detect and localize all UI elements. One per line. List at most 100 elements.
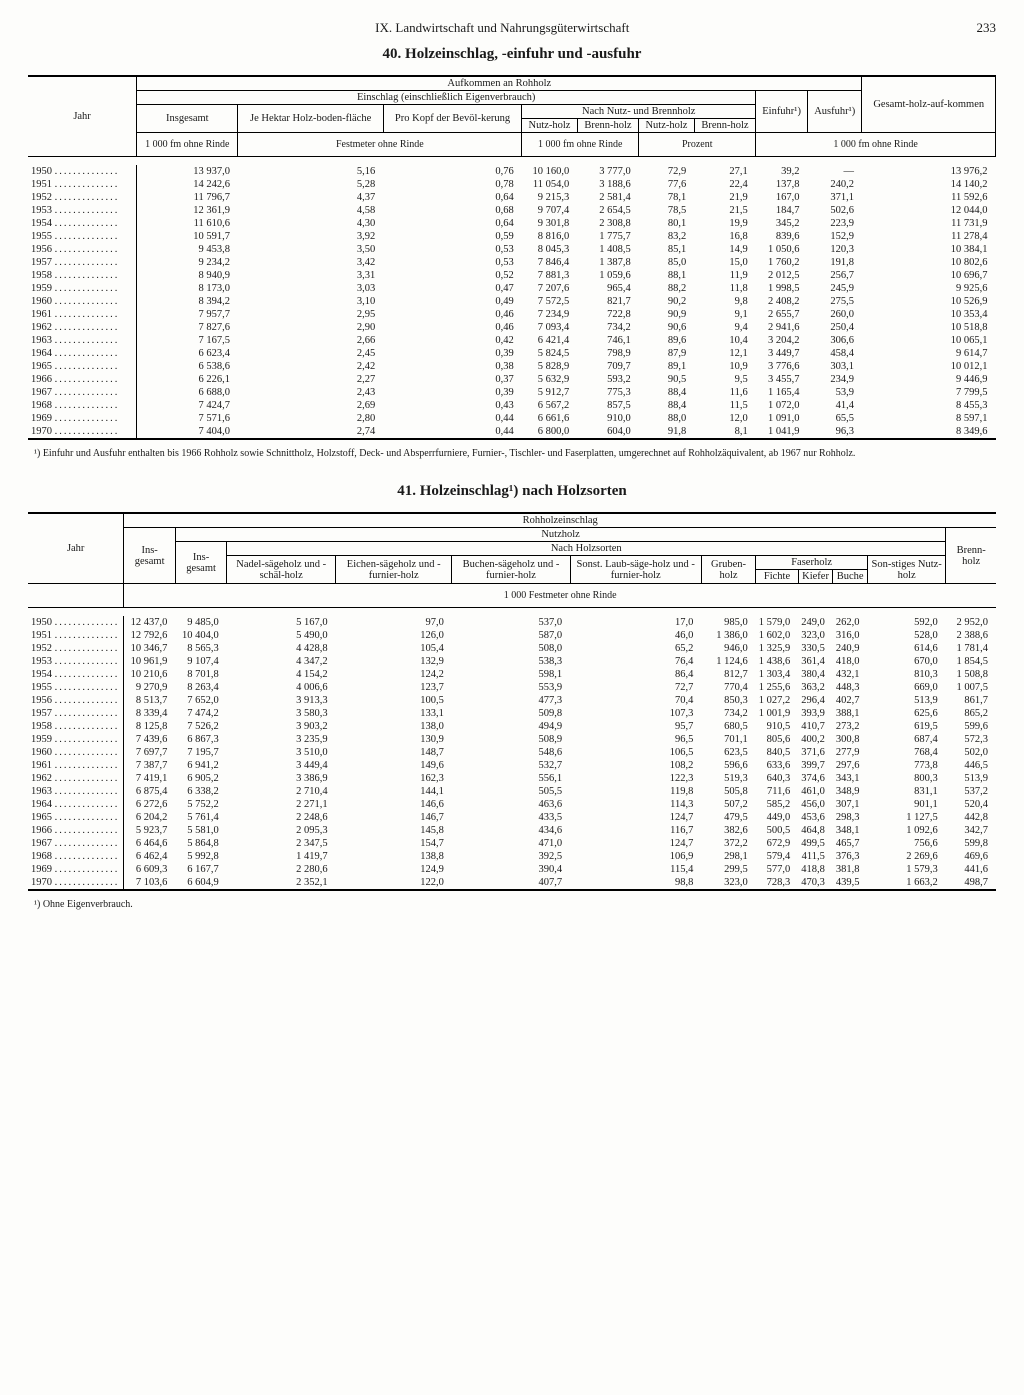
data-cell: 1 579,0 xyxy=(756,616,799,629)
year-cell: 1958 .............. xyxy=(28,720,124,733)
section-title: IX. Landwirtschaft und Nahrungsgüterwirt… xyxy=(375,20,629,36)
col-nutz2: Nutz-holz xyxy=(639,119,695,133)
data-cell: 7 404,0 xyxy=(137,425,238,439)
data-cell: 1 419,7 xyxy=(227,850,336,863)
data-cell: 0,78 xyxy=(383,178,521,191)
data-cell: 553,9 xyxy=(452,681,570,694)
data-cell: 1 059,6 xyxy=(577,269,638,282)
data-cell: 376,3 xyxy=(833,850,868,863)
year-cell: 1952 .............. xyxy=(28,191,137,204)
data-cell: 6 604,9 xyxy=(175,876,226,890)
data-cell: 850,3 xyxy=(701,694,755,707)
data-cell: 39,2 xyxy=(756,165,808,178)
table-row: 1970 ..............7 404,02,740,446 800,… xyxy=(28,425,996,439)
data-cell: 577,0 xyxy=(756,863,799,876)
data-cell: 275,5 xyxy=(808,295,862,308)
data-cell: 10 961,9 xyxy=(124,655,176,668)
data-cell: 2 280,6 xyxy=(227,863,336,876)
data-cell: 3 235,9 xyxy=(227,733,336,746)
data-cell: 3 777,0 xyxy=(577,165,638,178)
data-cell: 5 632,9 xyxy=(522,373,578,386)
table41-title: 41. Holzeinschlag¹) nach Holzsorten xyxy=(28,483,996,500)
data-cell: 124,2 xyxy=(336,668,452,681)
data-cell: 146,6 xyxy=(336,798,452,811)
data-cell: 614,6 xyxy=(868,642,946,655)
data-cell: 371,1 xyxy=(808,191,862,204)
data-cell: 11,9 xyxy=(694,269,755,282)
data-cell: 2 271,1 xyxy=(227,798,336,811)
data-cell: 3,92 xyxy=(238,230,383,243)
table-row: 1952 ..............10 346,78 565,34 428,… xyxy=(28,642,996,655)
data-cell: 8 394,2 xyxy=(137,295,238,308)
data-cell: 11,8 xyxy=(694,282,755,295)
unit1: 1 000 fm ohne Rinde xyxy=(137,133,238,157)
data-cell: 122,3 xyxy=(570,772,701,785)
data-cell: 9 485,0 xyxy=(175,616,226,629)
year-cell: 1967 .............. xyxy=(28,837,124,850)
data-cell: 8 565,3 xyxy=(175,642,226,655)
data-cell: 399,7 xyxy=(798,759,833,772)
data-cell: 98,8 xyxy=(570,876,701,890)
data-cell: 469,6 xyxy=(946,850,996,863)
data-cell: 439,5 xyxy=(833,876,868,890)
data-cell: 456,0 xyxy=(798,798,833,811)
data-cell: 3 580,3 xyxy=(227,707,336,720)
data-cell: 965,4 xyxy=(577,282,638,295)
data-cell: 728,3 xyxy=(756,876,799,890)
data-cell: 5 581,0 xyxy=(175,824,226,837)
data-cell: 88,4 xyxy=(639,386,695,399)
data-cell: 70,4 xyxy=(570,694,701,707)
data-cell: 13 976,2 xyxy=(862,165,996,178)
data-cell: 619,5 xyxy=(868,720,946,733)
data-cell: 3 913,3 xyxy=(227,694,336,707)
data-cell: 381,8 xyxy=(833,863,868,876)
data-cell: 240,9 xyxy=(833,642,868,655)
data-cell: 5 761,4 xyxy=(175,811,226,824)
data-cell: 0,44 xyxy=(383,425,521,439)
table-row: 1955 ..............9 270,98 263,44 006,6… xyxy=(28,681,996,694)
data-cell: 3 449,7 xyxy=(756,347,808,360)
data-cell: 5,28 xyxy=(238,178,383,191)
data-cell: 434,6 xyxy=(452,824,570,837)
data-cell: 133,1 xyxy=(336,707,452,720)
data-cell: 303,1 xyxy=(808,360,862,373)
year-cell: 1950 .............. xyxy=(28,165,137,178)
table-row: 1961 ..............7 387,76 941,23 449,4… xyxy=(28,759,996,772)
data-cell: 946,0 xyxy=(701,642,755,655)
data-cell: 83,2 xyxy=(639,230,695,243)
data-cell: 1 001,9 xyxy=(756,707,799,720)
data-cell: 7 234,9 xyxy=(522,308,578,321)
data-cell: 167,0 xyxy=(756,191,808,204)
data-cell: 556,1 xyxy=(452,772,570,785)
data-cell: 1 781,4 xyxy=(946,642,996,655)
data-cell: 538,3 xyxy=(452,655,570,668)
unit2: Festmeter ohne Rinde xyxy=(238,133,522,157)
data-cell: 479,5 xyxy=(701,811,755,824)
data-cell: 448,3 xyxy=(833,681,868,694)
data-cell: 10,9 xyxy=(694,360,755,373)
year-cell: 1953 .............. xyxy=(28,655,124,668)
data-cell: 126,0 xyxy=(336,629,452,642)
year-cell: 1958 .............. xyxy=(28,269,137,282)
data-cell: 579,4 xyxy=(756,850,799,863)
data-cell: 2 248,6 xyxy=(227,811,336,824)
data-cell: 800,3 xyxy=(868,772,946,785)
table-row: 1969 ..............6 609,36 167,72 280,6… xyxy=(28,863,996,876)
data-cell: 7 439,6 xyxy=(124,733,176,746)
data-cell: 330,5 xyxy=(798,642,833,655)
year-cell: 1965 .............. xyxy=(28,811,124,824)
year-cell: 1955 .............. xyxy=(28,681,124,694)
data-cell: 2 408,2 xyxy=(756,295,808,308)
data-cell: 672,9 xyxy=(756,837,799,850)
col41-sonst: Sonst. Laub-säge-holz und -furnier-holz xyxy=(570,556,701,584)
data-cell: 105,4 xyxy=(336,642,452,655)
table-row: 1951 ..............12 792,610 404,05 490… xyxy=(28,629,996,642)
data-cell: 0,53 xyxy=(383,256,521,269)
table-row: 1958 ..............8 940,93,310,527 881,… xyxy=(28,269,996,282)
year-cell: 1962 .............. xyxy=(28,772,124,785)
data-cell: 513,9 xyxy=(868,694,946,707)
table-row: 1956 ..............8 513,77 652,03 913,3… xyxy=(28,694,996,707)
data-cell: 7 827,6 xyxy=(137,321,238,334)
year-cell: 1956 .............. xyxy=(28,243,137,256)
data-cell: 596,6 xyxy=(701,759,755,772)
